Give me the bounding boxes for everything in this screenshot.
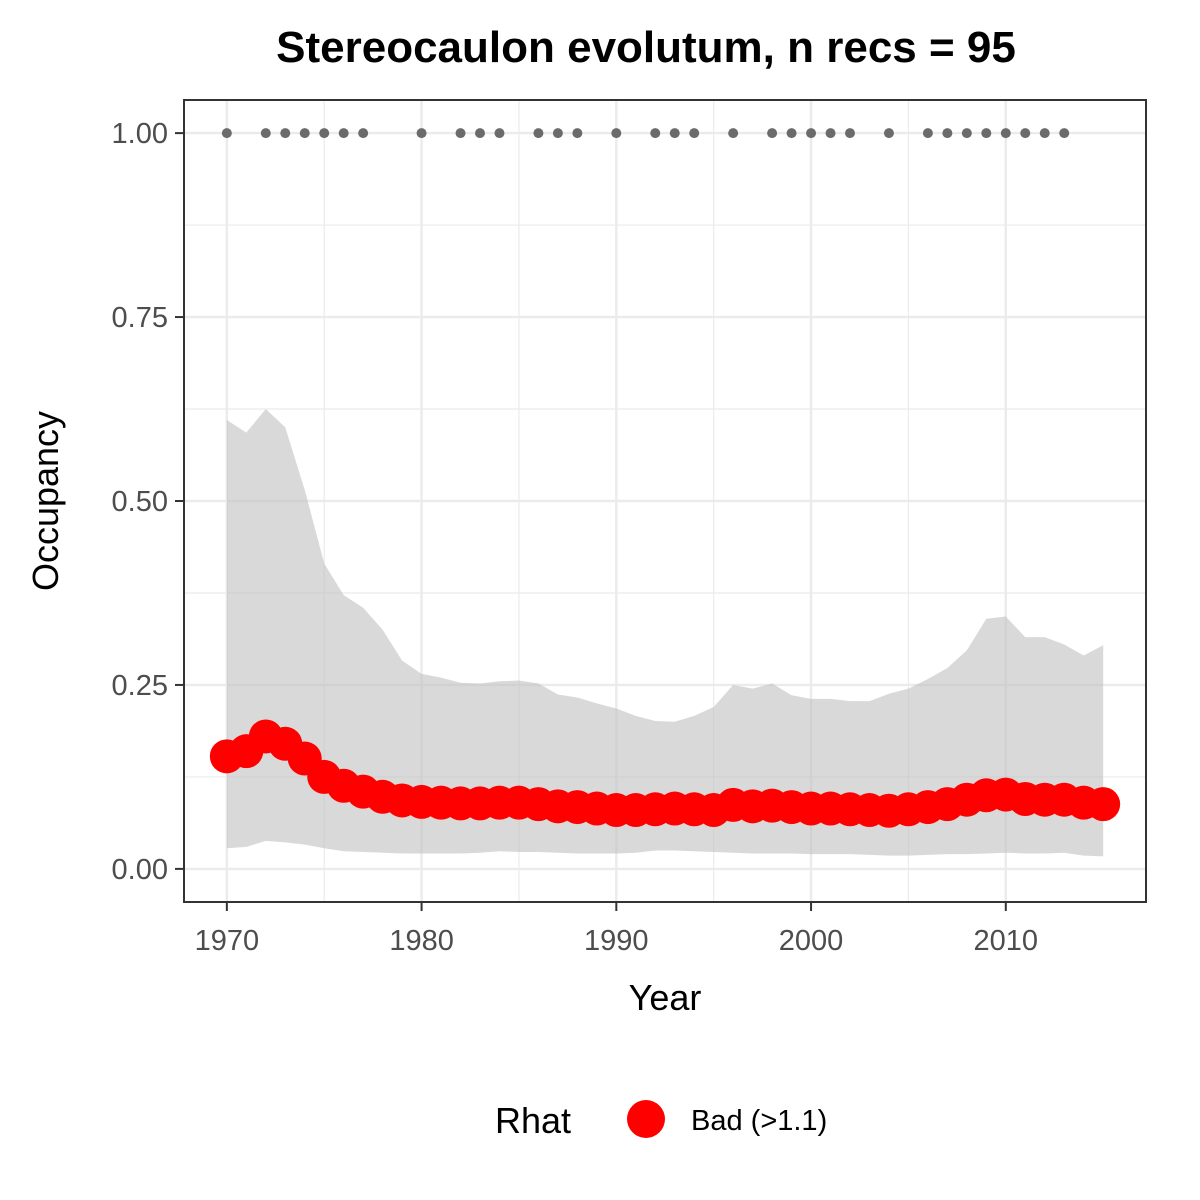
record-point: [280, 128, 291, 139]
record-point: [728, 128, 739, 139]
x-tick-label: 2000: [779, 925, 844, 957]
record-point: [494, 128, 505, 139]
record-point: [1000, 128, 1011, 139]
legend-title: Rhat: [495, 1100, 571, 1141]
x-tick-label: 2010: [974, 925, 1039, 957]
legend: Rhat Bad (>1.1): [495, 1100, 827, 1141]
record-point: [533, 128, 544, 139]
y-tick-label: 0.75: [112, 302, 168, 334]
x-axis-ticks: 1970 1980 1990 2000 2010: [195, 902, 1038, 957]
x-tick-label: 1990: [584, 925, 649, 957]
legend-label-bad: Bad (>1.1): [691, 1105, 827, 1137]
y-tick-label: 1.00: [112, 118, 168, 150]
ci-ribbon: [226, 409, 1104, 857]
records-layer: [221, 128, 1070, 139]
legend-key-bad: [627, 1100, 665, 1138]
y-axis-title: Occupancy: [25, 411, 66, 591]
mean-points-layer: [209, 719, 1121, 828]
record-point: [338, 128, 349, 139]
y-tick-label: 0.50: [112, 486, 168, 518]
x-tick-label: 1970: [195, 925, 260, 957]
record-point: [475, 128, 485, 139]
record-point: [669, 128, 680, 139]
record-point: [1039, 128, 1050, 139]
record-point: [572, 128, 583, 139]
record-point: [455, 128, 466, 139]
record-point: [845, 128, 855, 139]
record-point: [786, 128, 797, 139]
record-point: [221, 128, 232, 139]
record-point: [961, 128, 972, 139]
y-axis-ticks: 0.00 0.25 0.50 0.75 1.00: [112, 118, 184, 886]
record-point: [299, 128, 310, 139]
record-point: [981, 128, 992, 139]
record-point: [1059, 128, 1070, 139]
record-point: [611, 128, 622, 139]
record-point: [767, 128, 778, 139]
record-point: [260, 128, 271, 139]
record-point: [650, 128, 661, 139]
x-tick-label: 1980: [389, 925, 454, 957]
record-point: [552, 128, 563, 139]
record-point: [689, 128, 700, 139]
record-point: [806, 128, 817, 139]
ci-ribbon-layer: [226, 409, 1104, 857]
x-axis-title: Year: [629, 977, 702, 1018]
record-point: [883, 128, 894, 139]
record-point: [825, 128, 836, 139]
record-point: [922, 128, 933, 139]
y-tick-label: 0.00: [112, 854, 168, 886]
y-tick-label: 0.25: [112, 670, 168, 702]
record-point: [1020, 128, 1031, 139]
record-point: [416, 128, 427, 139]
record-point: [942, 128, 953, 139]
record-point: [319, 128, 330, 139]
record-point: [358, 128, 369, 139]
chart-title: Stereocaulon evolutum, n recs = 95: [276, 23, 1016, 72]
mean-point: [1086, 787, 1121, 822]
